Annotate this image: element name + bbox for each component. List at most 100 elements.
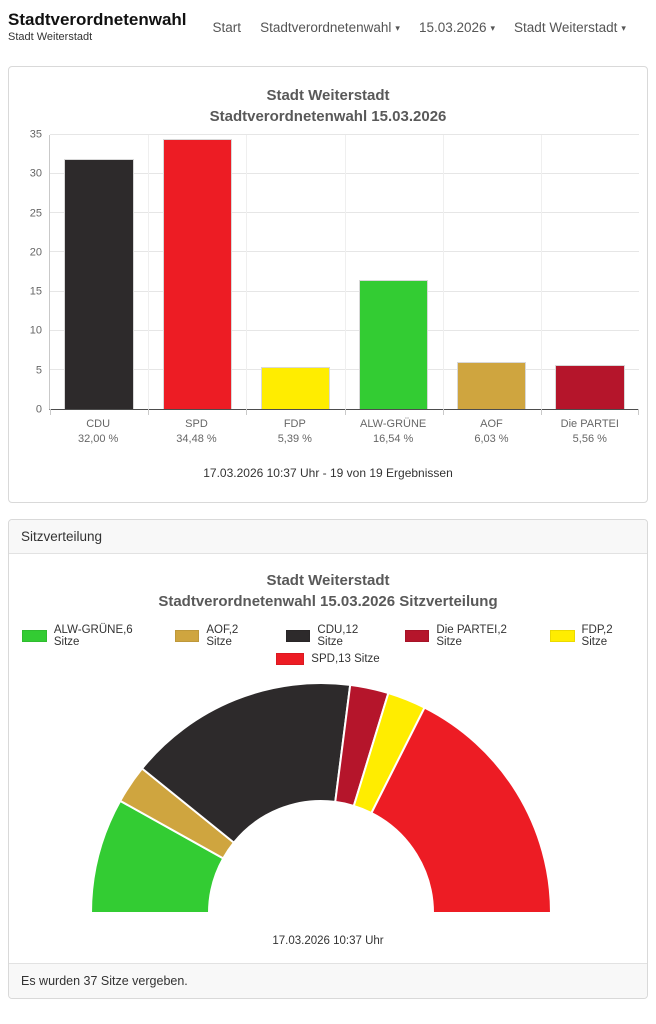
party-name: Die PARTEI: [560, 418, 619, 430]
nav-item-15-03-2026[interactable]: 15.03.2026 ▾: [419, 20, 495, 35]
vertical-gridline: [246, 135, 248, 409]
y-tick-label: 20: [29, 246, 42, 259]
bar-chart-title: Stadt Weiterstadt Stadtverordnetenwahl 1…: [9, 85, 647, 127]
bar-chart: Stadt Weiterstadt Stadtverordnetenwahl 1…: [9, 67, 647, 502]
seats-card-footer: Es wurden 37 Sitze vergeben.: [9, 962, 647, 998]
chevron-down-icon: ▾: [490, 22, 496, 33]
donut-legend: ALW-GRÜNE,6 Sitze AOF,2 Sitze CDU,12 Sitze…: [9, 624, 647, 665]
y-tick-label: 10: [29, 324, 42, 337]
bar-aof[interactable]: [457, 361, 527, 409]
navbar: Stadtverordnetenwahl Stadt Weiterstadt S…: [0, 0, 656, 54]
donut-slice-cdu[interactable]: [140, 681, 352, 844]
legend-label: Die PARTEI,2 Sitze: [436, 623, 507, 648]
party-name: FDP: [283, 418, 306, 430]
y-axis: 0 5 10 15 20 25 30 35: [9, 129, 49, 415]
seats-card-header: Sitzverteilung: [9, 519, 647, 554]
seats-card-header-label: Sitzverteilung: [21, 528, 103, 544]
legend-row: ALW-GRÜNE,6 Sitze AOF,2 Sitze CDU,12 Sitze…: [9, 624, 647, 648]
x-tick: [246, 409, 248, 415]
x-tick: [344, 409, 346, 415]
party-name: AOF: [480, 418, 503, 430]
bar-chart-footnote: 17.03.2026 10:37 Uhr - 19 von 19 Ergebni…: [203, 465, 453, 480]
donut-chart-title: Stadt Weiterstadt Stadtverordnetenwahl 1…: [9, 570, 647, 612]
legend-swatch: [276, 652, 305, 665]
legend-item-cdu[interactable]: CDU,12 Sitze: [285, 623, 379, 648]
x-label-fdp: FDP 5,39 %: [246, 417, 344, 448]
y-tick-label: 35: [29, 128, 42, 141]
nav-item-stadtverordnetenwahl[interactable]: Stadtverordnetenwahl ▾: [260, 20, 400, 35]
party-percentage: 16,54 %: [372, 433, 414, 446]
y-tick-label: 30: [29, 167, 42, 180]
donut-slice-spd[interactable]: [370, 706, 553, 914]
vertical-gridline: [442, 135, 444, 409]
y-tick-label: 5: [35, 364, 42, 377]
legend-swatch: [174, 629, 200, 642]
x-label-alw-gr-ne: ALW-GRÜNE 16,54 %: [344, 417, 442, 448]
nav-item-label: 15.03.2026: [418, 19, 487, 35]
half-donut-chart: [89, 681, 553, 914]
vertical-gridline: [540, 135, 542, 409]
party-percentage: 5,39 %: [277, 433, 312, 446]
legend-label: AOF,2 Sitze: [206, 623, 239, 648]
donut-chart-title-line1: Stadt Weiterstadt: [266, 571, 390, 589]
seats-card-body: Stadt Weiterstadt Stadtverordnetenwahl 1…: [9, 554, 647, 963]
party-name: SPD: [185, 418, 208, 430]
legend-label: CDU,12 Sitze: [317, 623, 359, 648]
vertical-gridline: [148, 135, 150, 409]
nav-item-label: Stadt Weiterstadt: [514, 19, 618, 35]
x-tick: [638, 409, 639, 415]
y-tick-label: 0: [35, 403, 42, 416]
nav-item-label: Start: [212, 19, 242, 35]
seats-footer-note: Es wurden 37 Sitze vergeben.: [21, 973, 188, 988]
party-name: ALW-GRÜNE: [360, 418, 427, 430]
legend-label: SPD,13 Sitze: [311, 652, 380, 665]
nav-item-stadt-weiterstadt[interactable]: Stadt Weiterstadt ▾: [514, 20, 626, 35]
legend-item-fdp[interactable]: FDP,2 Sitze: [549, 623, 634, 648]
x-label-cdu: CDU 32,00 %: [49, 417, 147, 448]
page-subtitle: Stadt Weiterstadt: [8, 31, 93, 44]
nav-menu: Start Stadtverordnetenwahl ▾ 15.03.2026 ▾ Sta…: [213, 20, 645, 35]
bar-chart-plot-row: 0 5 10 15 20 25 30 35: [9, 129, 647, 415]
bar-fdp[interactable]: [260, 366, 331, 409]
chevron-down-icon: ▾: [621, 22, 626, 33]
donut-timestamp: 17.03.2026 10:37 Uhr: [272, 934, 384, 947]
legend-item-die-partei[interactable]: Die PARTEI,2 Sitze: [404, 623, 524, 648]
bar-spd[interactable]: [162, 139, 232, 409]
chevron-down-icon: ▾: [395, 22, 400, 33]
bar-cdu[interactable]: [64, 158, 134, 409]
party-percentage: 6,03 %: [474, 433, 509, 446]
party-percentage: 34,48 %: [176, 433, 217, 446]
party-name: CDU: [86, 418, 111, 430]
x-tick: [148, 409, 150, 415]
legend-label: FDP,2 Sitze: [581, 623, 613, 648]
x-label-spd: SPD 34,48 %: [147, 417, 245, 448]
nav-item-start[interactable]: Start: [213, 20, 242, 35]
vertical-gridline: [344, 135, 346, 409]
bar-alw-gr-ne[interactable]: [358, 279, 429, 409]
x-label-aof: AOF 6,03 %: [442, 417, 540, 448]
party-percentage: 32,00 %: [77, 433, 119, 446]
legend-swatch: [285, 629, 311, 642]
bar-chart-title-line1: Stadt Weiterstadt: [266, 87, 390, 104]
bar-die-partei[interactable]: [555, 365, 625, 409]
plot-area: [49, 134, 639, 415]
nav-item-label: Stadtverordnetenwahl: [260, 19, 392, 35]
y-tick-label: 25: [29, 207, 42, 220]
legend-row: SPD,13 Sitze: [9, 652, 647, 665]
legend-item-aof[interactable]: AOF,2 Sitze: [174, 623, 260, 648]
results-card: Stadt Weiterstadt Stadtverordnetenwahl 1…: [8, 66, 648, 503]
legend-label: ALW-GRÜNE,6 Sitze: [53, 623, 133, 648]
x-tick: [540, 409, 542, 415]
legend-swatch: [404, 629, 430, 642]
seats-card: Sitzverteilung Stadt Weiterstadt Stadtve…: [8, 518, 648, 999]
x-tick: [50, 409, 51, 415]
x-axis-labels: CDU 32,00 % SPD 34,48 % FDP 5,39 % ALW-GRÜNE 16…: [49, 417, 639, 448]
legend-item-alw-gr-ne[interactable]: ALW-GRÜNE,6 Sitze: [22, 624, 149, 648]
legend-swatch: [549, 629, 575, 642]
brand: Stadtverordnetenwahl Stadt Weiterstadt: [8, 10, 187, 45]
x-label-die-partei: Die PARTEI 5,56 %: [541, 417, 639, 448]
y-tick-label: 15: [29, 285, 42, 298]
legend-item-spd[interactable]: SPD,13 Sitze: [276, 652, 380, 665]
party-percentage: 5,56 %: [572, 433, 607, 446]
page-title: Stadtverordnetenwahl: [8, 9, 187, 29]
